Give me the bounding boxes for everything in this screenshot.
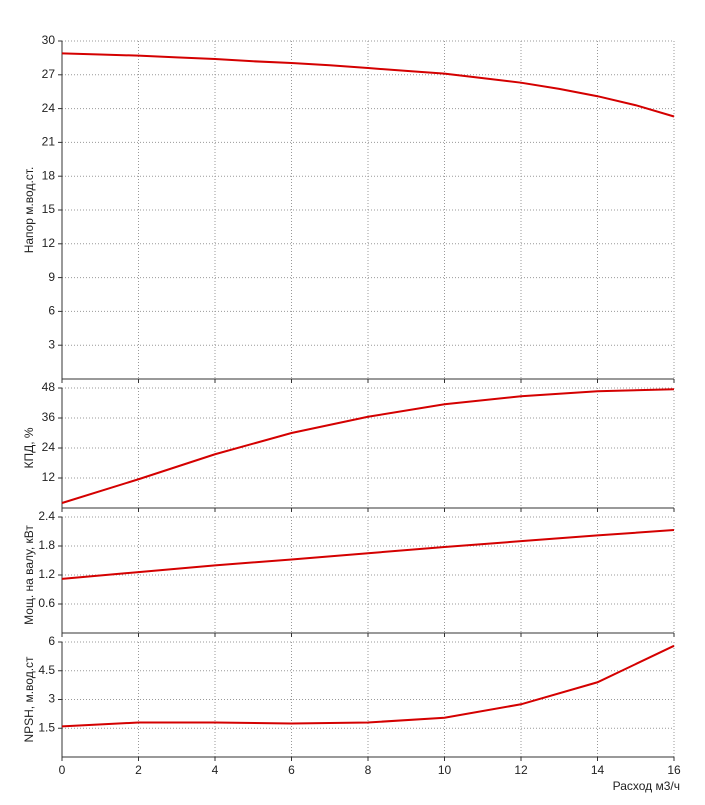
y-tick-label: 4.5 (38, 663, 55, 677)
y-tick-label: 36 (42, 410, 56, 424)
y-axis-label: Напор м.вод.ст. (22, 167, 36, 254)
y-tick-label: 1.5 (38, 720, 55, 734)
y-tick-label: 6 (48, 304, 55, 318)
line (61, 388, 675, 504)
y-tick-label: 12 (42, 236, 56, 250)
y-axis-label: КПД, % (22, 427, 36, 468)
x-tick-label: 10 (438, 763, 452, 777)
y-tick-label: 30 (42, 33, 56, 47)
y-tick-label: 0.6 (38, 596, 55, 610)
y-tick-label: 12 (42, 470, 56, 484)
y-tick-label: 2.4 (38, 509, 55, 523)
x-tick-label: 6 (288, 763, 295, 777)
y-axis-label: Мощ. на валу, кВт (22, 525, 36, 625)
x-tick-label: 8 (365, 763, 372, 777)
y-tick-label: 18 (42, 168, 56, 182)
line (61, 644, 675, 728)
y-tick-label: 27 (42, 67, 56, 81)
x-tick-label: 16 (667, 763, 681, 777)
x-tick-label: 14 (591, 763, 605, 777)
y-tick-label: 24 (42, 440, 56, 454)
y-tick-label: 24 (42, 101, 56, 115)
x-tick-label: 12 (514, 763, 528, 777)
line (61, 529, 675, 580)
y-tick-label: 3 (48, 337, 55, 351)
y-tick-label: 15 (42, 202, 56, 216)
y-tick-label: 48 (42, 380, 56, 394)
x-tick-label: 0 (59, 763, 66, 777)
y-axis-label: NPSH, м.вод.ст (22, 656, 36, 743)
y-tick-label: 9 (48, 270, 55, 284)
y-tick-label: 3 (48, 692, 55, 706)
x-tick-label: 4 (212, 763, 219, 777)
x-tick-label: 2 (135, 763, 142, 777)
y-tick-label: 1.2 (38, 567, 55, 581)
y-tick-label: 6 (48, 634, 55, 648)
y-tick-label: 21 (42, 135, 56, 149)
line (61, 52, 675, 118)
x-axis-label: Расход м3/ч (613, 779, 680, 793)
y-tick-label: 1.8 (38, 538, 55, 552)
